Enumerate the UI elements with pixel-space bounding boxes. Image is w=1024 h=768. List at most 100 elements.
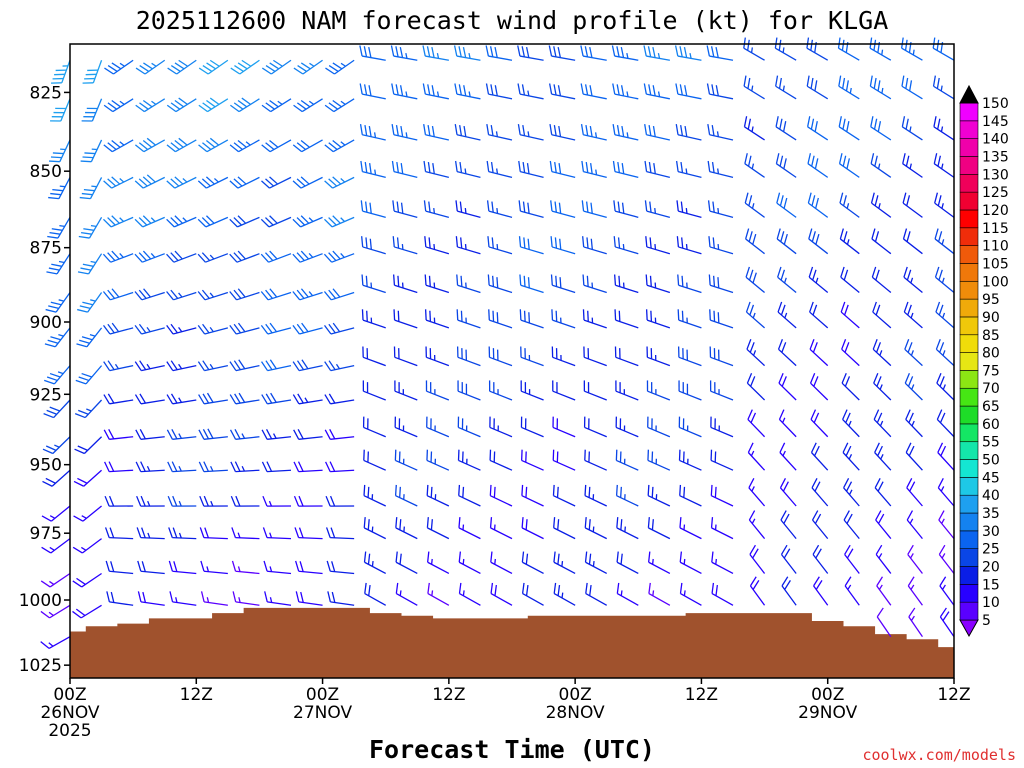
wind-barb [229,288,260,301]
wind-barb-flag [76,343,88,348]
wind-barb-flag [844,376,851,387]
wind-barb [874,477,892,507]
wind-barb [422,45,449,61]
wind-barb-flag [273,59,283,67]
wind-barb-flag [204,527,209,539]
wind-barb-flag [548,83,553,95]
wind-barb [325,495,355,507]
wind-barb [553,551,576,575]
wind-barb [43,399,71,419]
wind-barb [518,236,544,255]
wind-barb-flag [202,393,210,404]
wind-barb-half-flag [308,252,314,258]
wind-barb [166,137,197,153]
wind-barb-half-flag [879,420,884,427]
wind-barb-flag [297,461,304,472]
wind-barb [678,416,702,438]
wind-barb-half-flag [151,62,157,67]
wind-barb-half-flag [308,217,314,222]
wind-barb-flag [553,517,556,528]
wind-barb-flag [397,275,400,287]
wind-barb-flag [292,218,302,228]
wind-barb-flag [616,84,620,96]
wind-barb-flag [744,192,749,204]
wind-barb-half-flag [146,363,151,370]
wind-barb-flag [330,527,336,539]
wind-barb-half-flag [815,277,819,284]
wind-barb [838,153,860,178]
wind-barb [198,428,228,440]
wind-barb [292,176,323,189]
wind-barb-flag [841,373,847,384]
wind-barb [361,274,386,294]
wind-barb-flag [332,322,341,333]
wind-barb [106,591,134,606]
wind-barb-flag [717,277,720,289]
wind-barb [169,591,197,606]
wind-barb-flag [142,140,153,148]
wind-barb-flag [134,361,142,371]
wind-barb-half-flag [909,553,914,559]
wind-barb-flag [107,217,116,226]
wind-barb [323,288,355,301]
wind-barb-flag [146,174,156,183]
wind-barb [260,359,292,372]
wind-barb [78,217,103,239]
wind-barb [261,461,292,473]
wind-barb-half-flag [178,500,182,507]
x-tick-label: 00Z [559,685,592,705]
wind-barb-flag [492,310,495,322]
wind-barb [293,461,323,473]
wind-barb-flag [874,195,879,206]
wind-barb-flag [589,46,593,58]
wind-barb [73,469,103,487]
wind-barb-flag [707,124,711,135]
wind-barb [324,360,355,372]
wind-barb [230,97,260,113]
wind-barb-flag [934,266,940,278]
wind-barb-flag [937,442,944,453]
wind-barb [810,409,829,438]
x-tick-label: 12Z [685,685,718,705]
wind-barb-flag [392,200,395,212]
wind-barb-flag [555,310,558,322]
wind-barb-half-flag [241,433,246,439]
wind-barb-flag [237,322,246,333]
wind-barb-flag [209,137,220,146]
wind-barb-flag [779,195,784,206]
wind-barb [775,116,797,141]
colorbar-swatch [959,227,979,246]
wind-barb-flag [611,45,616,57]
wind-barb-flag [711,582,715,594]
colorbar-swatch [959,316,979,336]
wind-barb-half-flag [782,85,785,92]
wind-barb-flag [774,37,778,49]
wind-barb-flag [324,104,335,113]
wind-barb [679,484,702,507]
wind-barb-flag [647,46,652,57]
wind-barb-flag [166,218,175,228]
wind-barb-half-flag [592,561,595,567]
credit-link[interactable]: coolwx.com/models [862,746,1016,764]
wind-barb-half-flag [878,584,883,590]
wind-barb [777,266,797,294]
wind-barb-flag [456,309,459,321]
wind-barb-flag [652,46,656,58]
wind-barb-half-flag [848,420,852,427]
wind-barb [426,449,450,471]
wind-barb-flag [616,46,620,57]
wind-barb-flag [46,409,57,415]
wind-barb-flag [781,342,787,353]
wind-barb [41,538,71,554]
wind-barb-flag [649,275,652,287]
wind-barb-flag [780,510,787,521]
wind-barb-flag [40,610,50,619]
wind-barb [489,416,513,438]
wind-barb-flag [845,80,849,92]
wind-barb-half-flag [245,141,251,146]
wind-barb-flag [907,342,913,353]
wind-barb [711,551,734,575]
wind-barb [231,560,260,575]
wind-barb-flag [585,161,589,173]
